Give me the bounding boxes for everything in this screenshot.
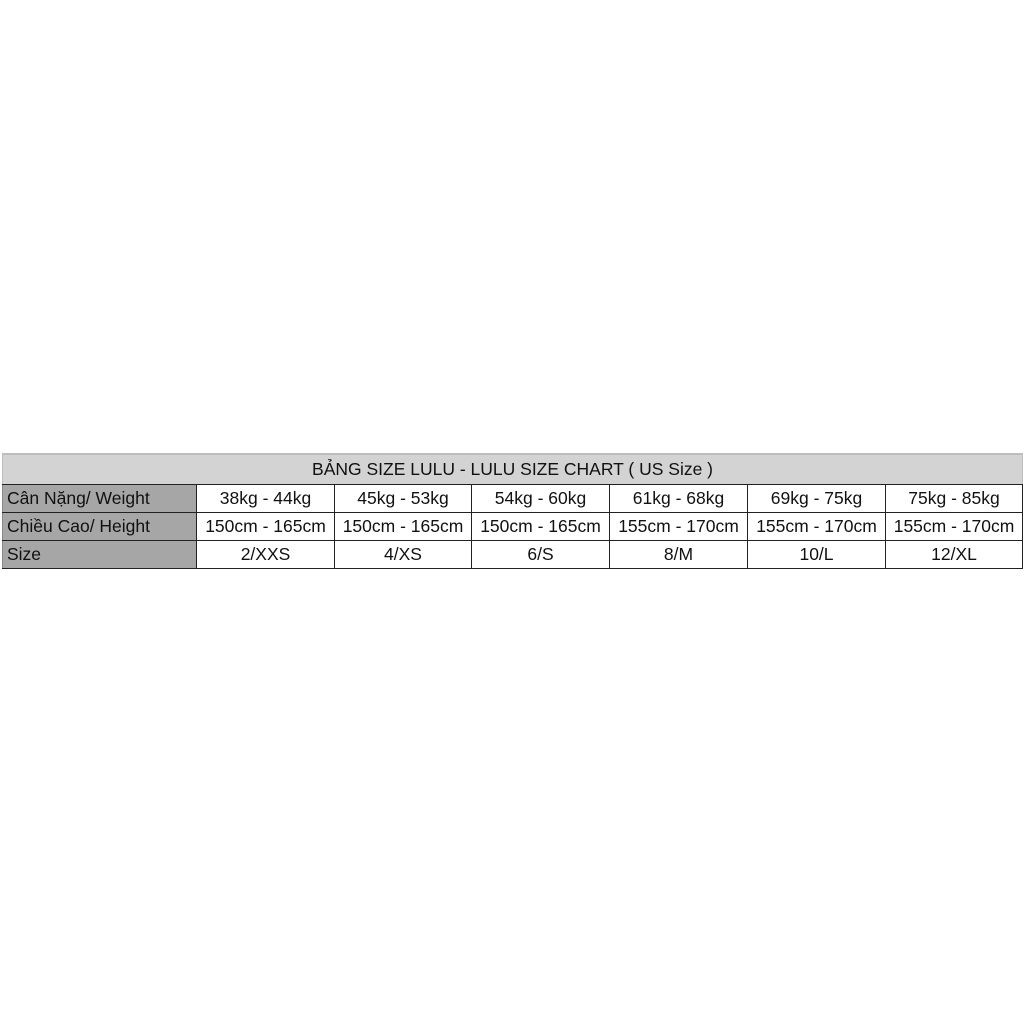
table-title-row: BẢNG SIZE LULU - LULU SIZE CHART ( US Si… [1, 453, 1024, 485]
table-cell: 150cm - 165cm [196, 511, 335, 541]
row-label: Chiều Cao/ Height [2, 511, 197, 541]
table-cell: 45kg - 53kg [334, 483, 472, 513]
table-cell: 61kg - 68kg [609, 483, 748, 513]
row-label: Cân Nặng/ Weight [2, 483, 197, 513]
table-row-weight: Cân Nặng/ Weight 38kg - 44kg 45kg - 53kg… [2, 483, 1024, 513]
table-cell: 2/XXS [196, 539, 335, 569]
table-cell: 8/M [609, 539, 748, 569]
table-row-height: Chiều Cao/ Height 150cm - 165cm 150cm - … [2, 511, 1024, 541]
table-row-size: Size 2/XXS 4/XS 6/S 8/M 10/L 12/XL [2, 539, 1024, 569]
table-cell: 69kg - 75kg [747, 483, 886, 513]
table-cell: 150cm - 165cm [334, 511, 472, 541]
table-cell: 155cm - 170cm [609, 511, 748, 541]
table-cell: 155cm - 170cm [884, 511, 1024, 541]
table-cell: 54kg - 60kg [471, 483, 610, 513]
table-cell: 155cm - 170cm [747, 511, 886, 541]
row-label: Size [2, 539, 197, 569]
table-cell: 6/S [471, 539, 610, 569]
table-title: BẢNG SIZE LULU - LULU SIZE CHART ( US Si… [1, 453, 1024, 485]
table-cell: 75kg - 85kg [884, 483, 1024, 513]
table-cell: 12/XL [884, 539, 1024, 569]
table-cell: 4/XS [334, 539, 472, 569]
table-cell: 10/L [747, 539, 886, 569]
table-cell: 150cm - 165cm [471, 511, 610, 541]
size-chart-table: BẢNG SIZE LULU - LULU SIZE CHART ( US Si… [1, 453, 1024, 569]
table-cell: 38kg - 44kg [196, 483, 335, 513]
